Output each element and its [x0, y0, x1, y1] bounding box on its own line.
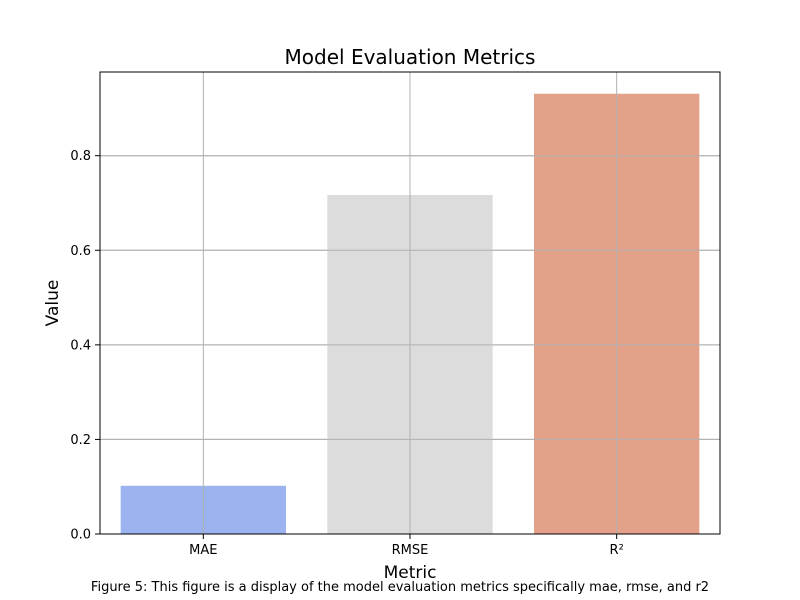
y-axis-label: Value — [43, 280, 63, 327]
y-tick-label: 0.8 — [70, 149, 91, 164]
y-axis-ticks: 0.0 0.2 0.4 0.6 0.8 — [70, 149, 100, 543]
y-tick-label: 0.6 — [70, 244, 91, 259]
x-axis-ticks: MAE RMSE R² — [189, 534, 624, 558]
chart-title: Model Evaluation Metrics — [285, 45, 536, 69]
figure-caption: Figure 5: This figure is a display of th… — [90, 580, 710, 595]
bar-chart: 0.0 0.2 0.4 0.6 0.8 MAE RMSE R² Model Evaluati… — [43, 45, 721, 580]
y-tick-label: 0.2 — [70, 433, 91, 448]
x-tick-label: RMSE — [392, 543, 429, 558]
x-tick-label: R² — [610, 543, 624, 558]
x-axis-label: Metric — [384, 563, 437, 580]
x-tick-label: MAE — [189, 543, 217, 558]
y-tick-label: 0.4 — [70, 338, 91, 353]
y-tick-label: 0.0 — [70, 528, 91, 543]
